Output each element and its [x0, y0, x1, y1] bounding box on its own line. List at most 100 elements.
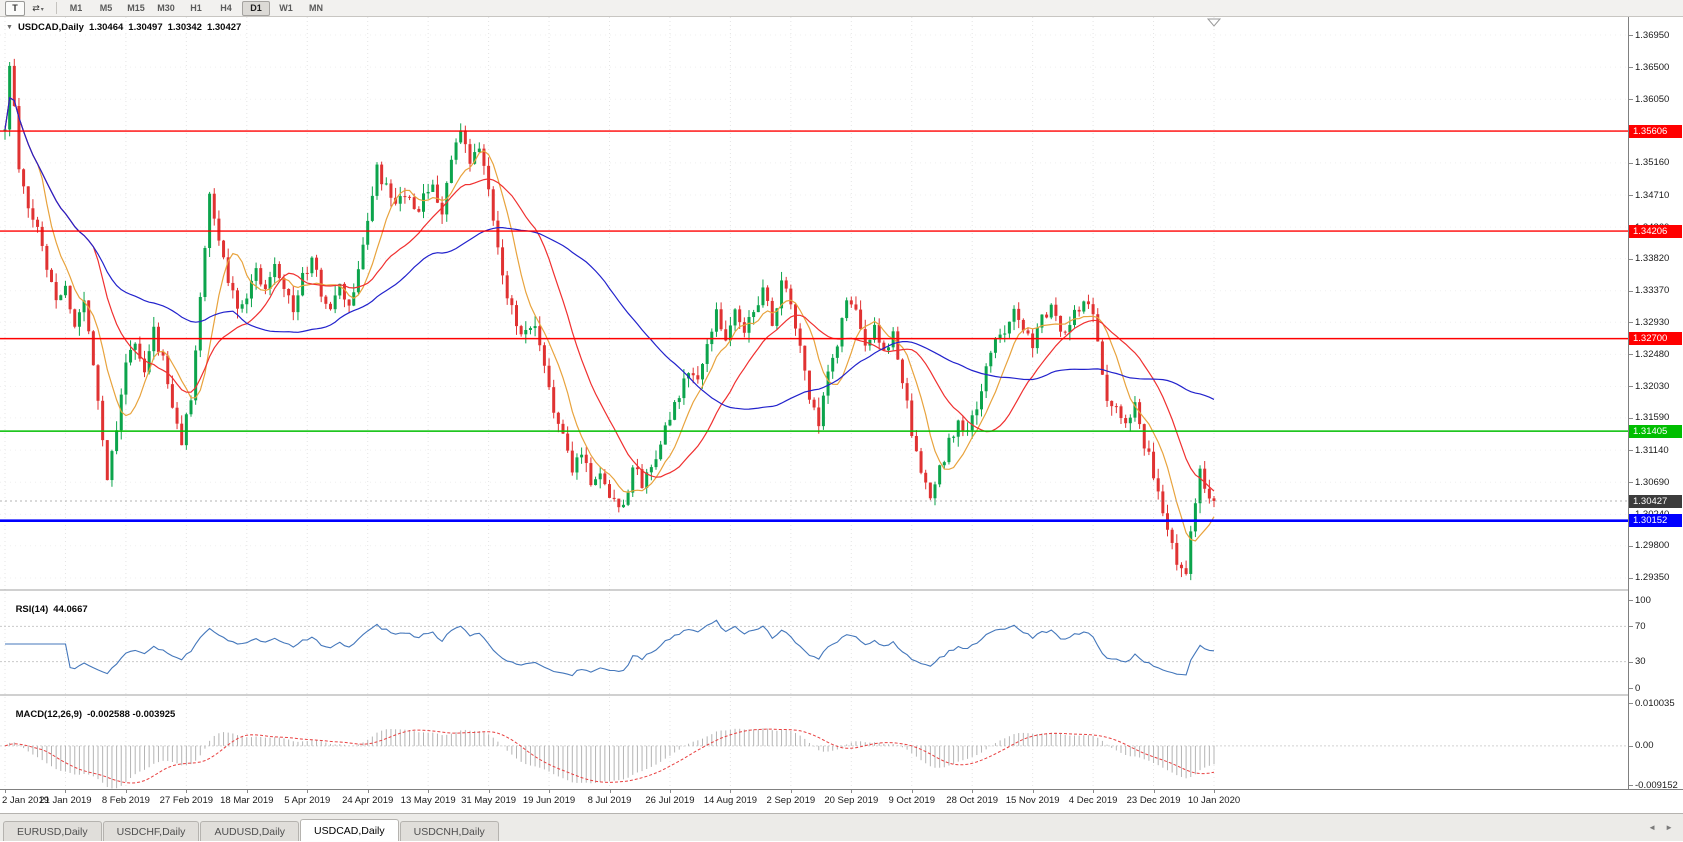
axis-tick-mark	[1629, 290, 1633, 292]
timeframe-mn-button[interactable]: MN	[309, 2, 323, 13]
price-tick-label: 1.33370	[1635, 285, 1670, 297]
rsi-level-label: 100	[1635, 594, 1651, 606]
price-tick-label: 1.32030	[1635, 380, 1670, 392]
axis-tick-mark	[549, 790, 551, 793]
axis-tick-mark	[1629, 745, 1633, 747]
date-tick-label: 19 Jun 2019	[522, 795, 576, 806]
timeframe-h4-button[interactable]: H4	[220, 2, 232, 13]
axis-tick-mark	[1629, 258, 1633, 260]
timeframe-m1-button[interactable]: M1	[69, 2, 83, 13]
date-tick-label: 26 Jul 2019	[645, 795, 695, 806]
price-tick-label: 1.36050	[1635, 93, 1670, 105]
date-tick-label: 13 May 2019	[400, 795, 456, 806]
rsi-value: 44.0667	[53, 604, 88, 615]
axis-tick-mark	[1214, 790, 1215, 793]
tabs-scroll-left-button[interactable]: ◄	[1648, 823, 1657, 832]
timeframe-d1-button[interactable]: D1	[242, 0, 270, 16]
axis-tick-mark	[1629, 322, 1633, 324]
timeframe-m15-button[interactable]: M15	[127, 2, 145, 13]
date-tick-label: 14 Aug 2019	[703, 795, 758, 806]
chart-tab-usdchf[interactable]: USDCHF,Daily	[102, 821, 200, 841]
hline-price-label: 1.32700	[1629, 332, 1682, 346]
date-tick-label: 24 Apr 2019	[342, 795, 394, 806]
axis-tick-mark	[1629, 482, 1633, 484]
axis-tick-mark	[1629, 577, 1633, 579]
price-tick-label: 1.36950	[1635, 29, 1670, 41]
date-tick-label: 15 Nov 2019	[1005, 795, 1060, 806]
axis-tick-mark	[1629, 450, 1633, 452]
chart-tab-audusd[interactable]: AUDUSD,Daily	[200, 821, 300, 841]
timeframe-w1-button[interactable]: W1	[279, 2, 293, 13]
current-price-label: 1.30427	[1629, 494, 1682, 508]
axis-tick-mark	[1629, 417, 1633, 419]
axis-tick-mark	[428, 790, 430, 793]
chevron-down-icon: ▾	[40, 6, 44, 13]
axis-tick-mark	[5, 790, 6, 793]
chart-tabs: EURUSD,Daily USDCHF,Daily AUDUSD,Daily USDC…	[3, 818, 500, 841]
axis-tick-mark	[1629, 354, 1633, 356]
chart-title: ▼ USDCAD,Daily 1.30464 1.30497 1.30342 1…	[6, 22, 241, 33]
axis-tick-mark	[1153, 790, 1155, 793]
date-tick-label: 27 Feb 2019	[159, 795, 214, 806]
date-tick-label: 21 Jan 2019	[39, 795, 92, 806]
date-tick-label: 2 Sep 2019	[766, 795, 816, 806]
price-tick-label: 1.33820	[1635, 253, 1670, 265]
axis-tick-mark	[1032, 790, 1034, 793]
macd-indicator-label: MACD(12,26,9) -0.002588 -0.003925	[5, 698, 176, 731]
axis-tick-mark	[186, 790, 188, 793]
axis-tick-mark	[790, 790, 792, 793]
price-tick-label: 1.34710	[1635, 189, 1670, 201]
timeframe-m5-button[interactable]: M5	[99, 2, 113, 13]
macd-level-label: 0.00	[1635, 740, 1654, 752]
axis-tick-mark	[1629, 785, 1633, 786]
arrows-icon: ⇄	[32, 2, 40, 13]
rsi-name: RSI(14)	[15, 604, 49, 615]
hline-price-label: 1.30152	[1629, 514, 1682, 528]
rsi-level-label: 70	[1635, 620, 1646, 632]
axis-tick-mark	[1093, 790, 1095, 793]
macd-level-label: -0.009152	[1635, 779, 1678, 791]
axis-tick-mark	[1629, 99, 1633, 101]
date-tick-label: 2 Jan 2019	[2, 795, 50, 806]
axis-tick-mark	[1629, 600, 1633, 601]
macd-name: MACD(12,26,9)	[15, 709, 83, 720]
price-tick-label: 1.29350	[1635, 572, 1670, 584]
axis-tick-mark	[488, 790, 490, 793]
date-tick-label: 23 Dec 2019	[1126, 795, 1181, 806]
price-tick-label: 1.32930	[1635, 316, 1670, 328]
chart-tab-usdcnh[interactable]: USDCNH,Daily	[399, 821, 499, 841]
chart-tab-eurusd[interactable]: EURUSD,Daily	[3, 821, 102, 841]
price-axis[interactable]: 1.369501.365001.360501.356101.351601.347…	[1628, 17, 1683, 791]
timeframe-m30-button[interactable]: M30	[157, 2, 175, 13]
price-tick-label: 1.31590	[1635, 412, 1670, 424]
date-tick-label: 28 Oct 2019	[946, 795, 999, 806]
axis-tick-mark	[1629, 545, 1633, 547]
axis-tick-mark	[972, 790, 974, 793]
chart-window[interactable]: ▼ USDCAD,Daily 1.30464 1.30497 1.30342 1…	[0, 17, 1683, 813]
timeframe-h1-button[interactable]: H1	[190, 2, 202, 13]
chart-tools-button[interactable]: ⇄▾	[28, 1, 48, 16]
rsi-level-label: 0	[1635, 682, 1641, 694]
macd-value: -0.002588 -0.003925	[87, 709, 176, 720]
symbol-period-label: USDCAD,Daily	[17, 22, 84, 33]
time-axis[interactable]: 2 Jan 2019 21 Jan 2019 8 Feb 2019 27 Feb 20…	[0, 789, 1683, 813]
axis-tick-mark	[669, 790, 671, 793]
macd-level-label: 0.010035	[1635, 697, 1675, 709]
tabs-scroll-right-button[interactable]: ►	[1665, 823, 1673, 832]
rsi-indicator-label: RSI(14) 44.0667	[5, 593, 88, 626]
price-chart-canvas[interactable]	[0, 17, 1683, 813]
axis-tick-mark	[1629, 661, 1633, 663]
hline-price-label: 1.34206	[1629, 224, 1682, 238]
price-tick-label: 1.29800	[1635, 540, 1670, 552]
rsi-level-label: 30	[1635, 656, 1646, 668]
axis-tick-mark	[1629, 386, 1633, 388]
axis-tick-mark	[1629, 162, 1633, 164]
axis-tick-mark	[1629, 195, 1633, 197]
date-tick-label: 8 Jul 2019	[587, 795, 632, 806]
chart-tab-usdcad[interactable]: USDCAD,Daily	[300, 819, 399, 841]
one-click-trading-toggle[interactable]: ▼	[6, 24, 13, 31]
axis-tick-mark	[1629, 626, 1633, 628]
axis-tick-mark	[367, 790, 369, 793]
text-tool-button[interactable]: T	[5, 0, 25, 16]
date-tick-label: 31 May 2019	[461, 795, 517, 806]
